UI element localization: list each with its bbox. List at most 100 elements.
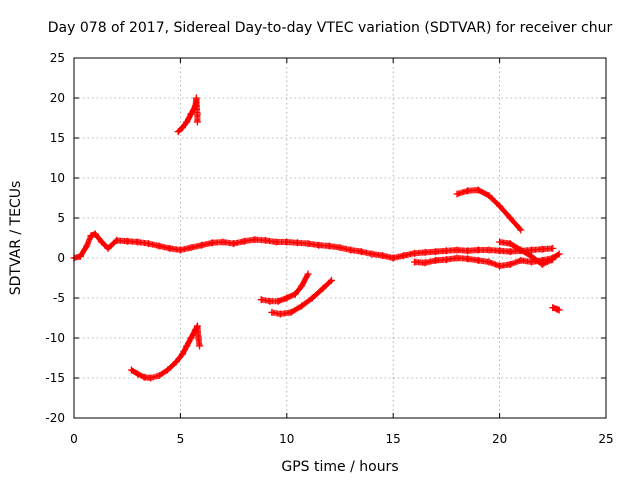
data-point <box>304 270 312 278</box>
data-point <box>453 190 461 198</box>
y-tick-label: -15 <box>45 371 65 385</box>
data-point <box>113 236 121 244</box>
y-tick-label: 5 <box>57 211 65 225</box>
y-axis-label: SDTVAR / TECUs <box>8 181 24 296</box>
grid <box>74 58 606 418</box>
data-point <box>496 262 504 270</box>
data-point <box>287 308 295 316</box>
data-point <box>496 238 504 246</box>
data-point <box>421 259 429 267</box>
data-point <box>517 246 525 254</box>
data-point <box>193 110 201 118</box>
data-point <box>104 244 112 252</box>
data-point <box>191 102 199 110</box>
chart-title: Day 078 of 2017, Sidereal Day-to-day VTE… <box>48 20 613 36</box>
data-point <box>291 290 299 298</box>
data-point <box>230 240 238 248</box>
data-point <box>276 310 284 318</box>
data-point <box>555 306 563 314</box>
data-point <box>474 256 482 264</box>
data-point <box>144 240 152 248</box>
data-point <box>187 334 195 342</box>
data-point <box>421 248 429 256</box>
data-point <box>127 366 135 374</box>
data-point <box>442 247 450 255</box>
data-point <box>183 342 191 350</box>
data-point <box>528 252 536 260</box>
data-point <box>268 308 276 316</box>
data-point <box>183 118 191 126</box>
data-point <box>196 342 204 350</box>
y-tick-label: -20 <box>45 411 65 425</box>
series-lower-band <box>410 250 563 270</box>
data-point <box>192 94 200 102</box>
data-point <box>485 246 493 254</box>
data-point <box>442 256 450 264</box>
y-tick-label: -10 <box>45 331 65 345</box>
series-main-band <box>70 230 557 262</box>
data-point <box>506 240 514 248</box>
series-trace <box>128 323 203 381</box>
y-tick-label: 20 <box>50 91 65 105</box>
data-point <box>474 186 482 194</box>
data-point <box>538 260 546 268</box>
data-point <box>357 248 365 256</box>
series-upper-right-arc <box>453 186 525 234</box>
y-tick-label: 15 <box>50 131 65 145</box>
data-point <box>368 250 376 258</box>
data-point <box>549 304 557 312</box>
data-point <box>191 326 199 334</box>
data-point <box>187 244 195 252</box>
data-point <box>87 232 95 240</box>
data-point <box>272 238 280 246</box>
series-trace <box>71 231 555 261</box>
data-point <box>172 358 180 366</box>
y-tick-label: 0 <box>57 251 65 265</box>
data-point <box>464 255 472 263</box>
data-point <box>155 242 163 250</box>
data-point <box>336 244 344 252</box>
data-point <box>464 247 472 255</box>
data-point <box>193 322 201 330</box>
series-mid-lower-arc-a <box>257 270 312 305</box>
data-point <box>91 230 99 238</box>
data-point <box>327 276 335 284</box>
data-point <box>266 297 274 305</box>
data-point <box>315 241 323 249</box>
data-point <box>506 214 514 222</box>
y-tick-label: 25 <box>50 51 65 65</box>
data-point <box>319 284 327 292</box>
data-point <box>293 239 301 247</box>
data-point <box>474 246 482 254</box>
data-point <box>166 244 174 252</box>
data-point <box>347 246 355 254</box>
data-point <box>325 242 333 250</box>
data-point <box>198 241 206 249</box>
data-point <box>251 236 259 244</box>
data-point <box>240 237 248 245</box>
data-point <box>485 192 493 200</box>
y-tick-label: -5 <box>53 291 65 305</box>
plot-frame <box>73 57 607 419</box>
data-point <box>123 237 131 245</box>
series-lower-left-arc <box>127 322 204 382</box>
data-point <box>174 128 182 136</box>
data-marks <box>70 94 563 382</box>
data-point <box>517 226 525 234</box>
x-tick-label: 20 <box>492 432 507 446</box>
data-point <box>219 238 227 246</box>
data-point <box>274 297 282 305</box>
data-point <box>298 302 306 310</box>
y-tick-label: 10 <box>50 171 65 185</box>
data-point <box>410 258 418 266</box>
data-point <box>432 248 440 256</box>
data-point <box>453 254 461 262</box>
series-upper-mid-arc <box>174 94 201 136</box>
data-point <box>528 246 536 254</box>
data-point <box>555 250 563 258</box>
data-point <box>283 294 291 302</box>
x-tick-label: 5 <box>177 432 185 446</box>
data-point <box>134 370 142 378</box>
